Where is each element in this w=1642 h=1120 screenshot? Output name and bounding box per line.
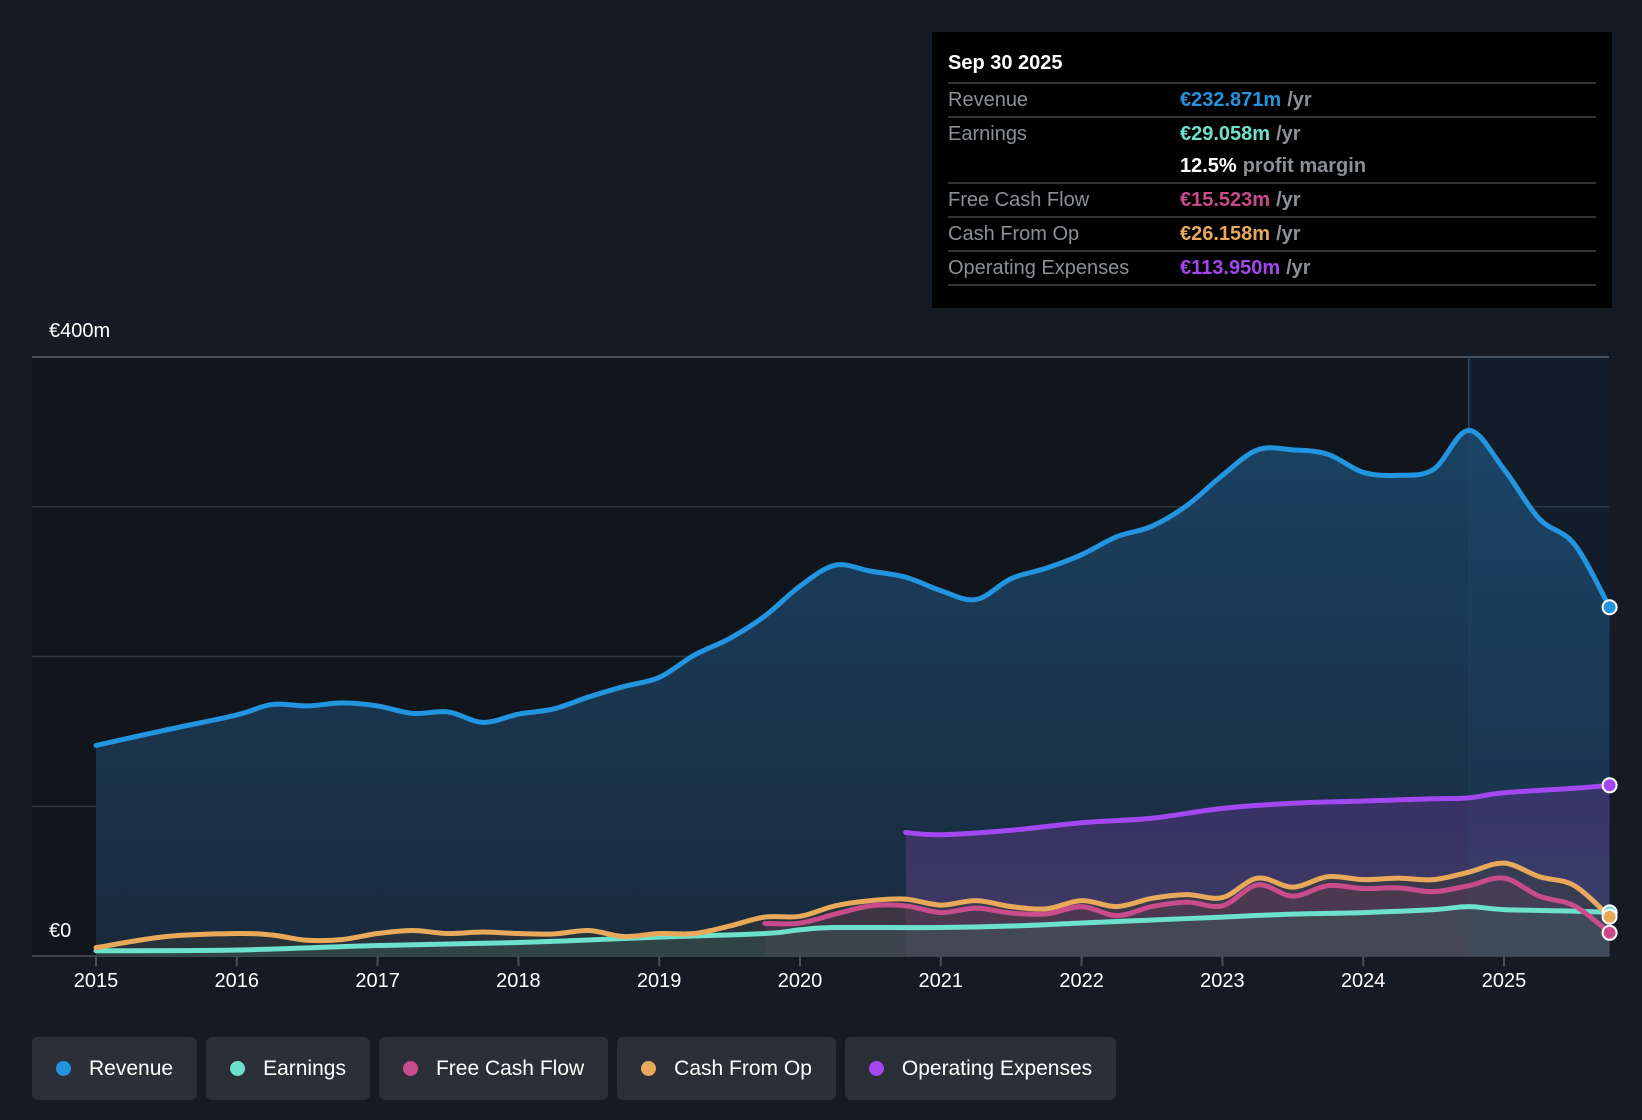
- x-tick-label: 2015: [73, 970, 119, 992]
- x-tick-label: 2024: [1340, 970, 1386, 992]
- tooltip-value: €15.523m: [1180, 189, 1271, 211]
- x-tick-label: 2018: [496, 970, 541, 992]
- tooltip-label: Earnings: [948, 123, 1027, 145]
- legend-item-free-cash-flow[interactable]: Free Cash Flow: [378, 1037, 609, 1100]
- tooltip-unit: /yr: [1276, 123, 1301, 145]
- legend-label: Earnings: [263, 1056, 346, 1080]
- tooltip-unit: /yr: [1276, 223, 1301, 245]
- legend-item-operating-expenses[interactable]: Operating Expenses: [844, 1037, 1117, 1100]
- x-tick-label: 2023: [1200, 970, 1245, 992]
- x-tick-label: 2025: [1481, 970, 1527, 992]
- tooltip-unit: profit margin: [1242, 155, 1367, 177]
- tooltip-unit: /yr: [1287, 89, 1312, 111]
- tooltip-date: Sep 30 2025: [948, 46, 1596, 84]
- tooltip-row-earnings: Earnings €29.058m /yr: [948, 118, 1596, 150]
- tooltip-value: €232.871m: [1180, 89, 1282, 111]
- legend-label: Free Cash Flow: [435, 1056, 585, 1080]
- legend: Revenue Earnings Free Cash Flow Cash Fro…: [32, 1037, 1117, 1100]
- series-endpoints: [1601, 599, 1618, 941]
- legend-dot-icon: [641, 1061, 657, 1076]
- revenue-line: [93, 427, 1613, 748]
- tooltip-unit: /yr: [1286, 257, 1311, 279]
- cash-from-op-endpoint-marker[interactable]: [1601, 908, 1618, 925]
- tooltip-row-free-cash-flow: Free Cash Flow €15.523m /yr: [948, 184, 1596, 218]
- tooltip-row-cash-from-op: Cash From Op €26.158m /yr: [948, 218, 1596, 252]
- legend-dot-icon: [868, 1061, 884, 1076]
- legend-label: Cash From Op: [674, 1056, 812, 1080]
- legend-item-cash-from-op[interactable]: Cash From Op: [617, 1037, 836, 1100]
- legend-dot-icon: [230, 1061, 246, 1076]
- legend-label: Operating Expenses: [901, 1056, 1093, 1080]
- tooltip-unit: /yr: [1276, 189, 1301, 211]
- tooltip-label: [948, 150, 1180, 182]
- tooltip-value: €29.058m: [1180, 123, 1271, 145]
- legend-item-revenue[interactable]: Revenue: [32, 1037, 198, 1100]
- x-tick-label: 2022: [1059, 970, 1104, 992]
- y-tick-label-top: €400m: [49, 320, 111, 342]
- free-cash-flow-endpoint-marker[interactable]: [1601, 924, 1618, 941]
- x-tick-label: 2019: [636, 970, 682, 992]
- tooltip-row-revenue: Revenue €232.871m /yr: [948, 84, 1596, 118]
- x-tick-label: 2017: [355, 970, 400, 992]
- legend-dot-icon: [56, 1061, 71, 1076]
- tooltip-row-profit-margin: 12.5% profit margin: [948, 150, 1596, 184]
- tooltip-label: Revenue: [948, 89, 1029, 111]
- tooltip-value: €26.158m: [1180, 223, 1271, 245]
- legend-dot-icon: [402, 1061, 418, 1076]
- tooltip-label: Operating Expenses: [948, 257, 1130, 279]
- x-tick-label: 2021: [918, 970, 964, 992]
- tooltip-value: €113.950m: [1180, 257, 1281, 279]
- operating-expenses-line: [903, 782, 1613, 838]
- earnings-line: [93, 904, 1613, 954]
- tooltip: Sep 30 2025 Revenue €232.871m /yr Earnin…: [932, 32, 1612, 308]
- series-lines: [93, 427, 1613, 954]
- cash-from-op-line: [93, 860, 1613, 951]
- x-axis-ticks: [95, 956, 1505, 966]
- legend-item-earnings[interactable]: Earnings: [206, 1037, 370, 1100]
- revenue-endpoint-marker[interactable]: [1601, 599, 1618, 616]
- x-tick-label: 2016: [214, 970, 260, 992]
- tooltip-label: Cash From Op: [948, 223, 1080, 245]
- free-cash-flow-line: [762, 875, 1613, 936]
- operating-expenses-endpoint-marker[interactable]: [1601, 777, 1618, 794]
- tooltip-value: 12.5%: [1180, 155, 1237, 177]
- x-tick-label: 2020: [777, 970, 823, 992]
- tooltip-row-operating-expenses: Operating Expenses €113.950m /yr: [948, 252, 1596, 286]
- y-tick-label-zero: €0: [49, 920, 72, 942]
- tooltip-label: Free Cash Flow: [948, 189, 1090, 211]
- legend-label: Revenue: [89, 1056, 174, 1080]
